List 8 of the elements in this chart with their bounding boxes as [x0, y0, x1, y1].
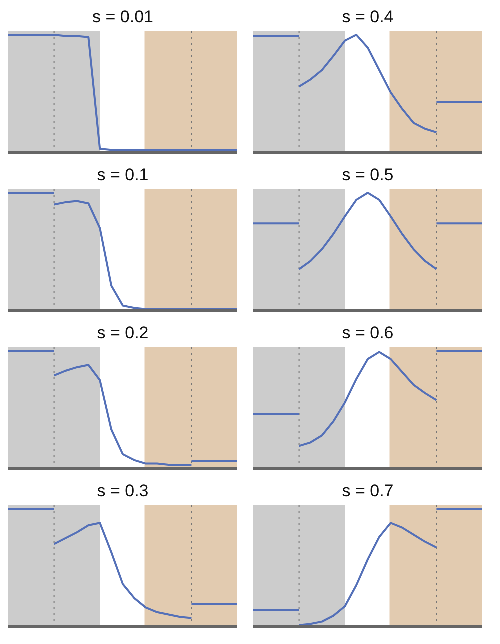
chart-title: s = 0.5: [342, 166, 394, 184]
chart-title: s = 0.7: [342, 482, 394, 500]
chart-title: s = 0.3: [97, 482, 149, 500]
chart-title: s = 0.4: [342, 8, 394, 26]
chart-title: s = 0.01: [92, 8, 154, 26]
chart-title: s = 0.1: [97, 166, 149, 184]
chart-title: s = 0.6: [342, 324, 394, 342]
chart-title: s = 0.2: [97, 324, 149, 342]
